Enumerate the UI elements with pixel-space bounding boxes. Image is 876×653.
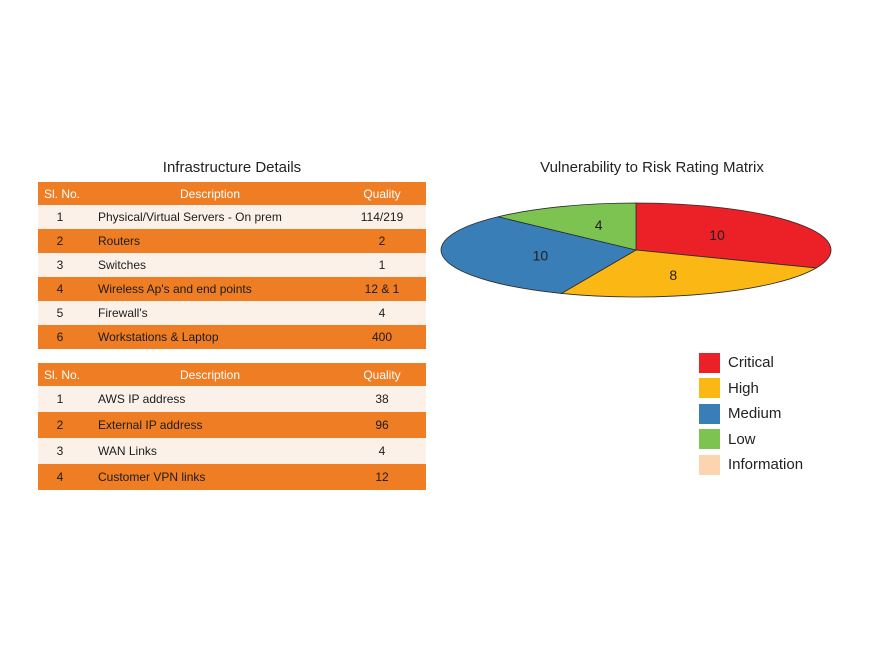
- cell-description: WAN Links: [82, 438, 338, 464]
- table-row: 4 Customer VPN links 12: [38, 464, 426, 490]
- table-row: 1 Physical/Virtual Servers - On prem 114…: [38, 205, 426, 229]
- legend-item-medium: Medium: [699, 401, 803, 427]
- header-description: Description: [82, 182, 338, 205]
- pie-slice-critical: [635, 202, 832, 269]
- cell-quality: 4: [338, 301, 426, 325]
- cell-sl-no: 2: [38, 229, 82, 253]
- cell-description: Workstations & Laptop: [82, 325, 338, 349]
- network-table: Sl. No. Description Quality 1 AWS IP add…: [38, 363, 426, 490]
- table-row: 1 AWS IP address 38: [38, 386, 426, 412]
- cell-sl-no: 3: [38, 253, 82, 277]
- cell-sl-no: 6: [38, 325, 82, 349]
- header-description: Description: [82, 363, 338, 386]
- cell-quality: 96: [338, 412, 426, 438]
- cell-sl-no: 1: [38, 205, 82, 229]
- legend-swatch: [699, 429, 720, 450]
- legend-label: High: [728, 379, 759, 397]
- cell-description: Customer VPN links: [82, 464, 338, 490]
- table-row: 5 Firewall's 4: [38, 301, 426, 325]
- cell-description: Routers: [82, 229, 338, 253]
- table-row: 4 Wireless Ap's and end points 12 & 1: [38, 277, 426, 301]
- cell-description: Firewall's: [82, 301, 338, 325]
- legend-item-low: Low: [699, 427, 803, 453]
- cell-description: Switches: [82, 253, 338, 277]
- pie-label-medium: 10: [533, 247, 549, 263]
- cell-quality: 114/219: [338, 205, 426, 229]
- table-header-row: Sl. No. Description Quality: [38, 182, 426, 205]
- cell-description: Wireless Ap's and end points: [82, 277, 338, 301]
- legend-swatch: [699, 403, 720, 424]
- cell-quality: 12: [338, 464, 426, 490]
- chart-title: Vulnerability to Risk Rating Matrix: [540, 159, 764, 176]
- cell-quality: 38: [338, 386, 426, 412]
- cell-quality: 1: [338, 253, 426, 277]
- header-quality: Quality: [338, 363, 426, 386]
- table-row: 2 Routers 2: [38, 229, 426, 253]
- pie-label-high: 8: [669, 267, 677, 283]
- legend-item-information: Information: [699, 452, 803, 478]
- cell-sl-no: 4: [38, 277, 82, 301]
- legend-swatch: [699, 352, 720, 373]
- legend-item-high: High: [699, 376, 803, 402]
- pie-slices: [440, 202, 832, 298]
- cell-sl-no: 4: [38, 464, 82, 490]
- legend-swatch: [699, 378, 720, 399]
- cell-sl-no: 2: [38, 412, 82, 438]
- infrastructure-table: Sl. No. Description Quality 1 Physical/V…: [38, 182, 426, 349]
- table-header-row: Sl. No. Description Quality: [38, 363, 426, 386]
- table-row: 3 Switches 1: [38, 253, 426, 277]
- pie-slice-high: [560, 249, 818, 298]
- pie-label-low: 4: [595, 217, 603, 233]
- cell-sl-no: 1: [38, 386, 82, 412]
- legend-item-critical: Critical: [699, 350, 803, 376]
- legend-label: Medium: [728, 405, 782, 423]
- cell-quality: 4: [338, 438, 426, 464]
- header-quality: Quality: [338, 182, 426, 205]
- table-row: 6 Workstations & Laptop 400: [38, 325, 426, 349]
- infrastructure-title: Infrastructure Details: [162, 159, 302, 176]
- pie-labels: 10 8 10 4: [533, 217, 725, 283]
- cell-sl-no: 3: [38, 438, 82, 464]
- cell-description: External IP address: [82, 412, 338, 438]
- cell-quality: 400: [338, 325, 426, 349]
- cell-description: Physical/Virtual Servers - On prem: [82, 205, 338, 229]
- header-sl-no: Sl. No.: [38, 182, 82, 205]
- chart-legend: Critical High Medium Low Information: [699, 350, 803, 478]
- legend-label: Low: [728, 430, 756, 448]
- cell-sl-no: 5: [38, 301, 82, 325]
- table-row: 3 WAN Links 4: [38, 438, 426, 464]
- risk-pie-chart: 10 8 10 4: [440, 202, 832, 298]
- pie-label-critical: 10: [709, 227, 725, 243]
- table-row: 2 External IP address 96: [38, 412, 426, 438]
- cell-quality: 2: [338, 229, 426, 253]
- cell-quality: 12 & 1: [338, 277, 426, 301]
- pie-slice-medium: [440, 216, 638, 294]
- pie-slice-low: [498, 202, 637, 251]
- legend-label: Critical: [728, 354, 774, 372]
- legend-label: Information: [728, 456, 804, 474]
- header-sl-no: Sl. No.: [38, 363, 82, 386]
- cell-description: AWS IP address: [82, 386, 338, 412]
- legend-swatch: [699, 454, 720, 475]
